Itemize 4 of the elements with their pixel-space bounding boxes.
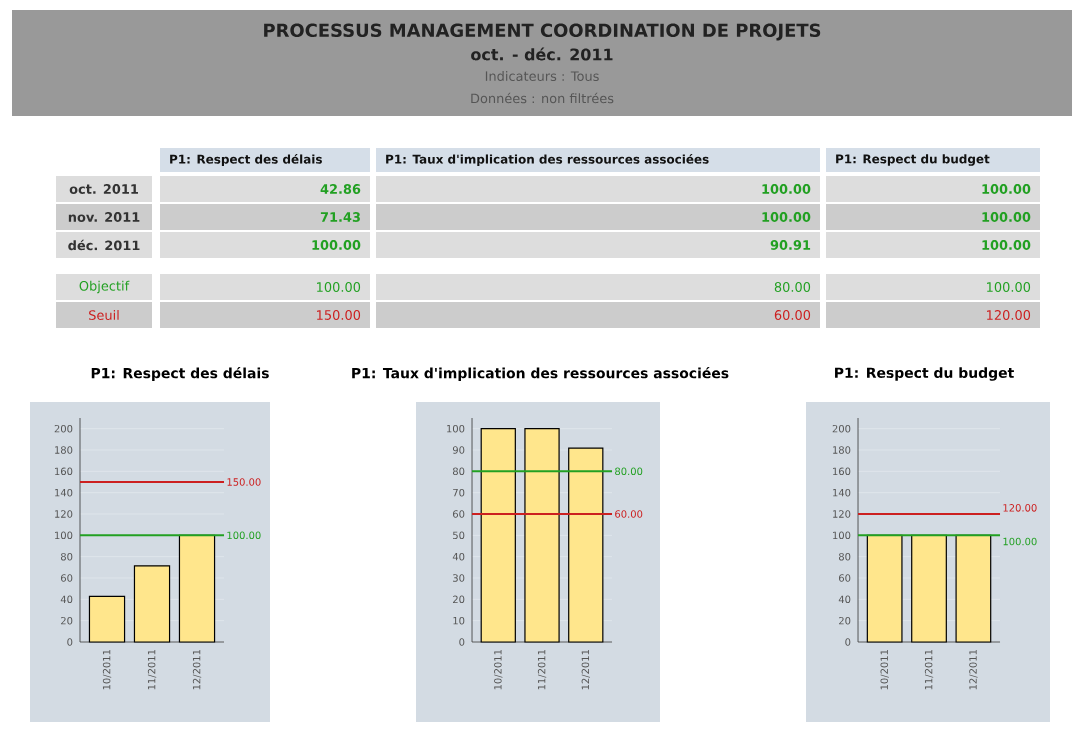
bar (133, 565, 171, 643)
text: PROCESSUS MANAGEMENT COORDINATION DE PROJETS (264, 23, 821, 41)
bar (178, 534, 216, 643)
bar (88, 595, 126, 643)
